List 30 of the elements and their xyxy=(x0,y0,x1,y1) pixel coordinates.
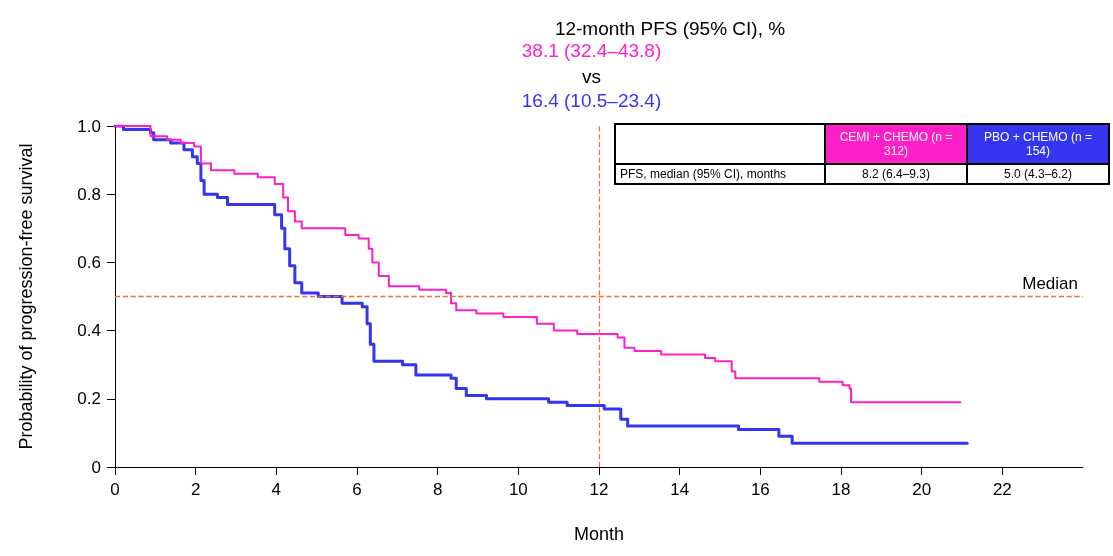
x-tick-label: 10 xyxy=(508,480,528,499)
y-tick-label: 1.0 xyxy=(77,116,101,136)
x-axis-title: Month xyxy=(573,524,625,544)
x-tick-label: 20 xyxy=(912,480,932,499)
annotation: 5.0 (4.3–6.2) xyxy=(967,164,1109,184)
x-tick-label: 18 xyxy=(831,480,851,499)
text: vs xyxy=(581,66,602,88)
x-tick-label: 22 xyxy=(992,480,1012,499)
y-tick-label: 0.6 xyxy=(77,252,101,272)
text: 16.4 (10.5–23.4) xyxy=(520,90,663,112)
text: PBO + CHEMO (n = 154) xyxy=(967,124,1109,164)
text: 38.1 (32.4–43.8) xyxy=(520,40,663,62)
x-tick-label: 14 xyxy=(670,480,690,499)
x-tick-label: 0 xyxy=(110,480,120,499)
x-tick-label: 6 xyxy=(352,480,362,499)
chart-title: 12-month PFS (95% CI), % xyxy=(554,18,786,39)
x-tick-label: 8 xyxy=(432,480,443,499)
y-tick-label: 0 xyxy=(91,457,101,477)
text: CEMI + CHEMO (n = 312) xyxy=(825,124,967,164)
y-axis-title: Probability of progression-free survival xyxy=(16,143,36,450)
x-tick-label: 16 xyxy=(750,480,770,499)
y-tick-label: 0.4 xyxy=(77,321,101,341)
x-tick-label: 2 xyxy=(190,480,201,499)
annotation: 8.2 (6.4–9.3) xyxy=(825,164,967,184)
y-tick-label: 0.2 xyxy=(77,389,101,409)
x-tick-label: 4 xyxy=(271,480,282,499)
annotation: PFS, median (95% CI), months xyxy=(615,164,825,184)
y-tick-label: 0.8 xyxy=(77,184,101,204)
x-tick-label: 12 xyxy=(589,480,609,499)
ref-line-label: Median xyxy=(1022,273,1078,293)
